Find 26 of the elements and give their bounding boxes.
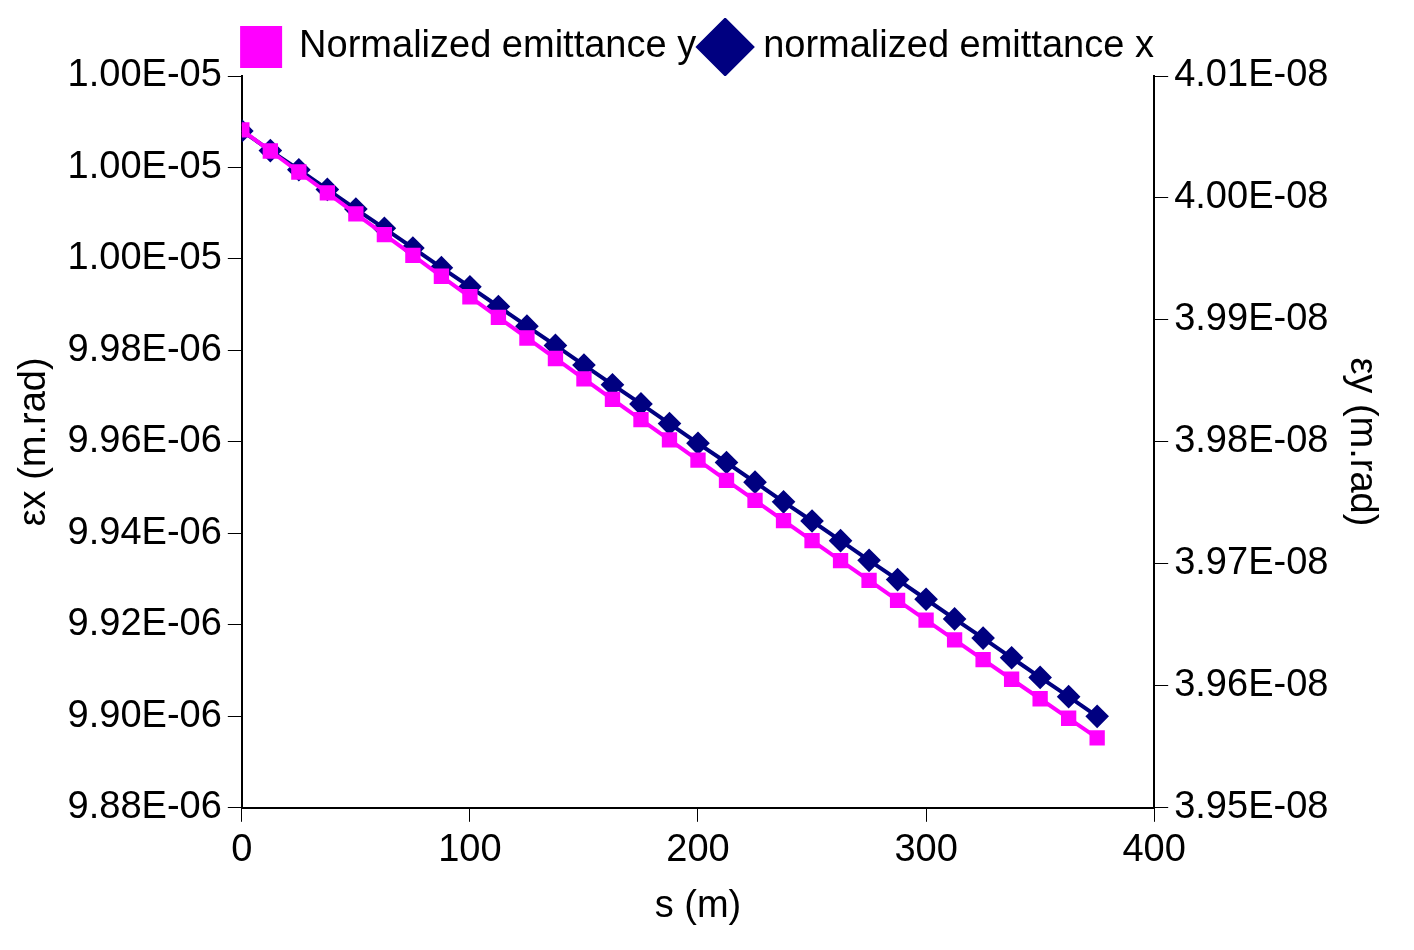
y2-tick-label: 4.00E-08 (1174, 174, 1329, 217)
y-tick-label: 9.94E-06 (67, 509, 222, 552)
y2-axis-title: εy (m.rad) (1342, 357, 1385, 527)
y-tick-label: 1.00E-05 (67, 235, 222, 278)
legend-label: normalized emittance x (763, 23, 1154, 66)
y-tick-label: 9.98E-06 (67, 326, 222, 369)
x-tick-label: 100 (438, 827, 502, 870)
y2-tick-label: 4.01E-08 (1174, 52, 1329, 95)
y-tick-label: 1.00E-05 (67, 52, 222, 95)
y-tick-label: 9.96E-06 (67, 418, 222, 461)
x-axis-title: s (m) (654, 882, 742, 925)
x-tick-label: 200 (666, 827, 730, 870)
x-tick-label: 300 (894, 827, 958, 870)
y-tick-label: 9.92E-06 (67, 601, 222, 644)
y-tick-label: 1.00E-05 (67, 143, 222, 186)
y-axis-title: εx (m.rad) (11, 357, 54, 527)
y2-tick-label: 3.99E-08 (1174, 296, 1329, 339)
y2-tick-label: 3.96E-08 (1174, 662, 1329, 705)
legend-label: Normalized emittance y (299, 23, 697, 66)
x-tick-label: 0 (231, 827, 253, 870)
y2-tick-label: 3.95E-08 (1174, 784, 1329, 827)
y-tick-label: 9.90E-06 (67, 692, 222, 735)
y2-tick-label: 3.98E-08 (1174, 418, 1329, 461)
x-tick-label: 400 (1122, 827, 1186, 870)
y2-tick-label: 3.97E-08 (1174, 540, 1329, 583)
y-tick-label: 9.88E-06 (67, 784, 222, 827)
